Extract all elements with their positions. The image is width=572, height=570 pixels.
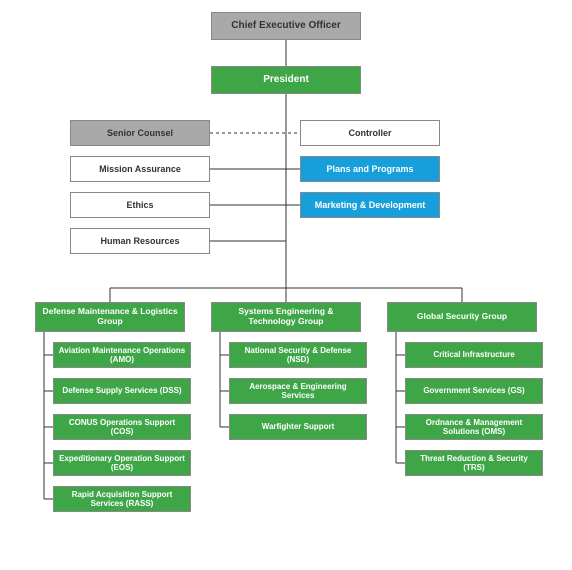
group-0-sub-0: Aviation Maintenance Operations (AMO)	[53, 342, 191, 368]
ceo-box: Chief Executive Officer	[211, 12, 361, 40]
group-2-sub-1: Government Services (GS)	[405, 378, 543, 404]
staff-right-2: Marketing & Development	[300, 192, 440, 218]
group-0-sub-4: Rapid Acquisition Support Services (RASS…	[53, 486, 191, 512]
group-0: Defense Maintenance & Logistics Group	[35, 302, 185, 332]
staff-right-0: Controller	[300, 120, 440, 146]
group-0-sub-2: CONUS Operations Support (COS)	[53, 414, 191, 440]
group-2-sub-0: Critical Infrastructure	[405, 342, 543, 368]
staff-left-1: Mission Assurance	[70, 156, 210, 182]
president-box: President	[211, 66, 361, 94]
group-0-sub-3: Expeditionary Operation Support (EOS)	[53, 450, 191, 476]
group-1-sub-1: Aerospace & Engineering Services	[229, 378, 367, 404]
group-2-sub-3: Threat Reduction & Security (TRS)	[405, 450, 543, 476]
staff-left-3: Human Resources	[70, 228, 210, 254]
group-1: Systems Engineering & Technology Group	[211, 302, 361, 332]
group-1-sub-0: National Security & Defense (NSD)	[229, 342, 367, 368]
group-2: Global Security Group	[387, 302, 537, 332]
group-2-sub-2: Ordnance & Management Solutions (OMS)	[405, 414, 543, 440]
group-0-sub-1: Defense Supply Services (DSS)	[53, 378, 191, 404]
staff-left-2: Ethics	[70, 192, 210, 218]
staff-right-1: Plans and Programs	[300, 156, 440, 182]
group-1-sub-2: Warfighter Support	[229, 414, 367, 440]
staff-left-0: Senior Counsel	[70, 120, 210, 146]
